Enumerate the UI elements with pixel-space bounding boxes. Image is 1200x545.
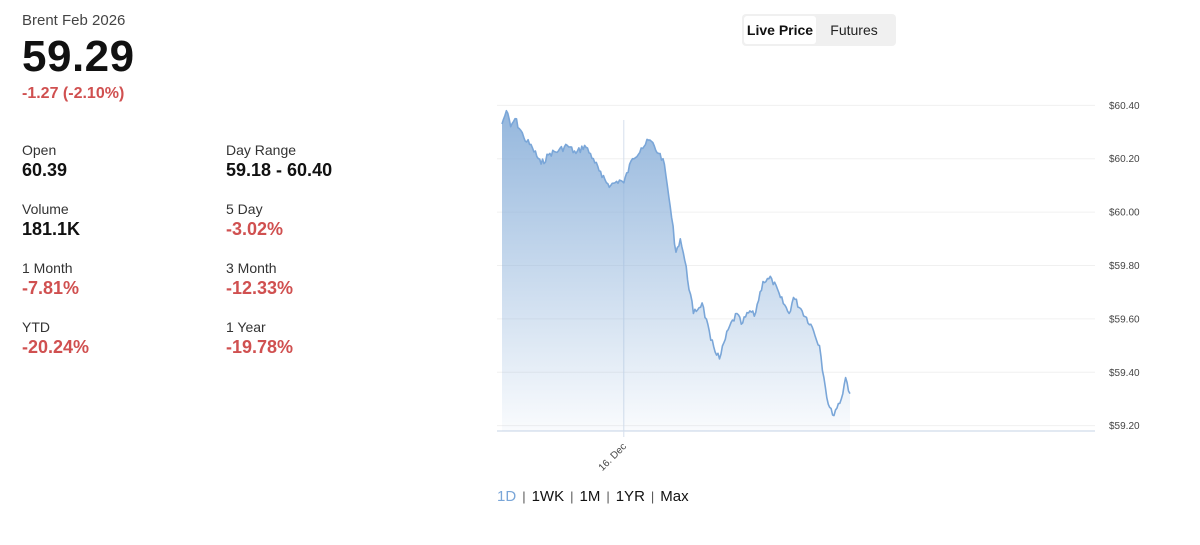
y-axis: $60.40 $60.20 $60.00 $59.80 $59.60 $59.40 $59.… (1109, 101, 1140, 432)
stat-value: 59.18 - 60.40 (226, 160, 333, 180)
y-tick-label: $59.60 (1109, 314, 1140, 325)
stat-value: -7.81% (22, 278, 80, 298)
price-type-toggle: Live Price Futures (742, 14, 896, 46)
stat-label: Open (22, 142, 57, 158)
price-change: -1.27 (-2.10%) (22, 85, 125, 102)
stat-label: 3 Month (226, 260, 277, 276)
range-max-button[interactable]: Max (660, 488, 689, 505)
y-tick-label: $59.20 (1109, 421, 1140, 432)
x-tick-label: 16. Dec (597, 441, 629, 473)
range-separator: | (650, 489, 655, 504)
stat-1-month: 1 Month -7.81% (22, 260, 222, 299)
live-price-tab[interactable]: Live Price (744, 16, 816, 44)
stat-label: Day Range (226, 142, 297, 158)
range-separator: | (570, 489, 574, 504)
instrument-name: Brent Feb 2026 (22, 12, 126, 29)
price-line (501, 109, 851, 417)
price-area (502, 110, 850, 431)
y-tick-label: $60.00 (1109, 208, 1140, 219)
stat-ytd: YTD -20.24% (22, 319, 222, 358)
range-separator: | (522, 489, 526, 504)
futures-tab[interactable]: Futures (830, 22, 878, 38)
stat-label: Volume (22, 201, 69, 217)
stat-1-year: 1 Year -19.78% (226, 319, 426, 358)
stat-3-month: 3 Month -12.33% (226, 260, 426, 299)
stat-value: 60.39 (22, 160, 68, 180)
stat-value: 181.1K (22, 219, 81, 239)
stat-label: YTD (22, 319, 50, 335)
stat-volume: Volume 181.1K (22, 201, 222, 240)
y-tick-label: $59.80 (1109, 261, 1140, 272)
quote-panel: Brent Feb 2026 59.29 -1.27 (-2.10%) Open… (22, 12, 442, 357)
y-tick-label: $59.40 (1109, 368, 1140, 379)
stat-open: Open 60.39 (22, 142, 222, 181)
stat-value: -12.33% (226, 278, 294, 298)
stat-value: -19.78% (226, 337, 294, 357)
range-selector: 1D | 1WK | 1M | 1YR | Max (497, 488, 689, 505)
stat-value: -20.24% (22, 337, 90, 357)
stat-label: 1 Year (226, 319, 266, 335)
range-1m-button[interactable]: 1M (579, 488, 601, 505)
y-tick-label: $60.40 (1109, 101, 1140, 112)
last-price: 59.29 (22, 32, 135, 81)
range-1d-button[interactable]: 1D (497, 488, 517, 505)
stat-label: 5 Day (226, 201, 263, 217)
stat-5-day: 5 Day -3.02% (226, 201, 426, 240)
stat-label: 1 Month (22, 260, 73, 276)
range-1yr-button[interactable]: 1YR (615, 488, 645, 505)
stat-value: -3.02% (226, 219, 284, 239)
y-tick-label: $60.20 (1109, 154, 1140, 165)
range-1wk-button[interactable]: 1WK (531, 488, 565, 505)
range-separator: | (606, 489, 610, 504)
stat-day-range: Day Range 59.18 - 60.40 (226, 142, 426, 181)
